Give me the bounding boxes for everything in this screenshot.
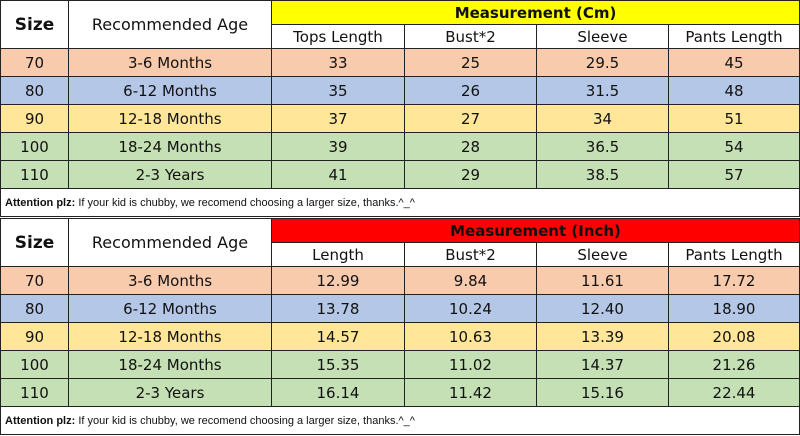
attention-note: Attention plz: If your kid is chubby, we…	[0, 188, 800, 217]
value-cell: 10.24	[404, 294, 537, 323]
header-row: Size Recommended Age Measurement (Inch)	[0, 218, 800, 267]
value-cell: 22.44	[667, 378, 800, 407]
value-cell: 11.42	[404, 378, 537, 407]
table-row: 70 3-6 Months 12.99 9.84 11.61 17.72	[0, 266, 800, 295]
value-cell: 35	[271, 76, 405, 105]
age-cell: 18-24 Months	[68, 132, 272, 161]
value-cell: 38.5	[536, 160, 669, 189]
column-header: Bust*2	[404, 24, 537, 49]
size-cell: 110	[0, 378, 69, 407]
size-chart-inch-table: Size Recommended Age Measurement (Inch) …	[0, 218, 800, 435]
size-cell: 100	[0, 132, 69, 161]
value-cell: 21.26	[667, 350, 800, 379]
table-row: 80 6-12 Months 35 26 31.5 48	[0, 76, 800, 105]
value-cell: 14.57	[271, 322, 405, 351]
value-cell: 36.5	[536, 132, 669, 161]
size-cell: 80	[0, 294, 69, 323]
size-cell: 110	[0, 160, 69, 189]
header-row: Size Recommended Age Measurement (Cm)	[0, 0, 800, 49]
column-header: Tops Length	[271, 24, 405, 49]
table-row: 100 18-24 Months 15.35 11.02 14.37 21.26	[0, 350, 800, 379]
value-cell: 13.78	[271, 294, 405, 323]
value-cell: 13.39	[536, 322, 669, 351]
note-text: If your kid is chubby, we recomend choos…	[75, 196, 415, 209]
value-cell: 39	[271, 132, 405, 161]
column-header: Pants Length	[668, 24, 800, 49]
value-cell: 37	[271, 104, 405, 133]
value-cell: 25	[404, 48, 537, 77]
size-cell: 70	[0, 48, 69, 77]
value-cell: 48	[668, 76, 800, 105]
size-cell: 70	[0, 266, 69, 295]
value-cell: 9.84	[404, 266, 537, 295]
value-cell: 10.63	[404, 322, 537, 351]
value-cell: 41	[271, 160, 405, 189]
value-cell: 45	[668, 48, 800, 77]
value-cell: 31.5	[536, 76, 669, 105]
measurement-title: Measurement (Cm)	[271, 0, 800, 25]
age-cell: 6-12 Months	[68, 294, 272, 323]
value-cell: 33	[271, 48, 405, 77]
size-header: Size	[0, 218, 69, 267]
value-cell: 27	[404, 104, 537, 133]
size-cell: 90	[0, 104, 69, 133]
table-row: 110 2-3 Years 16.14 11.42 15.16 22.44	[0, 378, 800, 407]
size-cell: 100	[0, 350, 69, 379]
value-cell: 17.72	[667, 266, 800, 295]
note-label: Attention plz:	[5, 414, 76, 427]
column-header: Length	[271, 242, 405, 267]
column-header: Sleeve	[536, 24, 669, 49]
age-cell: 12-18 Months	[68, 322, 272, 351]
value-cell: 57	[668, 160, 800, 189]
age-cell: 2-3 Years	[68, 378, 272, 407]
value-cell: 11.02	[404, 350, 537, 379]
note-row: Attention plz: If your kid is chubby, we…	[0, 188, 800, 217]
value-cell: 15.16	[536, 378, 669, 407]
table-row: 90 12-18 Months 37 27 34 51	[0, 104, 800, 133]
value-cell: 15.35	[271, 350, 405, 379]
age-cell: 2-3 Years	[68, 160, 272, 189]
column-header: Bust*2	[404, 242, 537, 267]
value-cell: 18.90	[667, 294, 800, 323]
note-label: Attention plz:	[5, 196, 76, 209]
attention-note: Attention plz: If your kid is chubby, we…	[0, 406, 800, 435]
table-row: 100 18-24 Months 39 28 36.5 54	[0, 132, 800, 161]
value-cell: 29.5	[536, 48, 669, 77]
value-cell: 28	[404, 132, 537, 161]
age-cell: 3-6 Months	[68, 48, 272, 77]
value-cell: 20.08	[667, 322, 800, 351]
value-cell: 26	[404, 76, 537, 105]
note-row: Attention plz: If your kid is chubby, we…	[0, 406, 800, 435]
column-header: Pants Length	[667, 242, 800, 267]
size-cell: 80	[0, 76, 69, 105]
column-header-row: Length Bust*2 Sleeve Pants Length	[1, 242, 800, 267]
age-header: Recommended Age	[68, 0, 272, 49]
age-cell: 6-12 Months	[68, 76, 272, 105]
value-cell: 34	[536, 104, 669, 133]
value-cell: 51	[668, 104, 800, 133]
value-cell: 14.37	[536, 350, 669, 379]
age-cell: 18-24 Months	[68, 350, 272, 379]
value-cell: 29	[404, 160, 537, 189]
size-header: Size	[0, 0, 69, 49]
value-cell: 12.99	[271, 266, 405, 295]
table-row: 70 3-6 Months 33 25 29.5 45	[0, 48, 800, 77]
size-chart-cm-table: Size Recommended Age Measurement (Cm) To…	[0, 0, 800, 217]
table-row: 80 6-12 Months 13.78 10.24 12.40 18.90	[0, 294, 800, 323]
age-cell: 3-6 Months	[68, 266, 272, 295]
note-text: If your kid is chubby, we recomend choos…	[75, 414, 415, 427]
value-cell: 12.40	[536, 294, 669, 323]
value-cell: 54	[668, 132, 800, 161]
age-cell: 12-18 Months	[68, 104, 272, 133]
value-cell: 11.61	[536, 266, 669, 295]
column-header-row: Tops Length Bust*2 Sleeve Pants Length	[1, 24, 800, 49]
table-row: 90 12-18 Months 14.57 10.63 13.39 20.08	[0, 322, 800, 351]
table-row: 110 2-3 Years 41 29 38.5 57	[0, 160, 800, 189]
age-header: Recommended Age	[68, 218, 272, 267]
size-cell: 90	[0, 322, 69, 351]
measurement-title: Measurement (Inch)	[270, 218, 800, 243]
column-header: Sleeve	[536, 242, 669, 267]
value-cell: 16.14	[271, 378, 405, 407]
